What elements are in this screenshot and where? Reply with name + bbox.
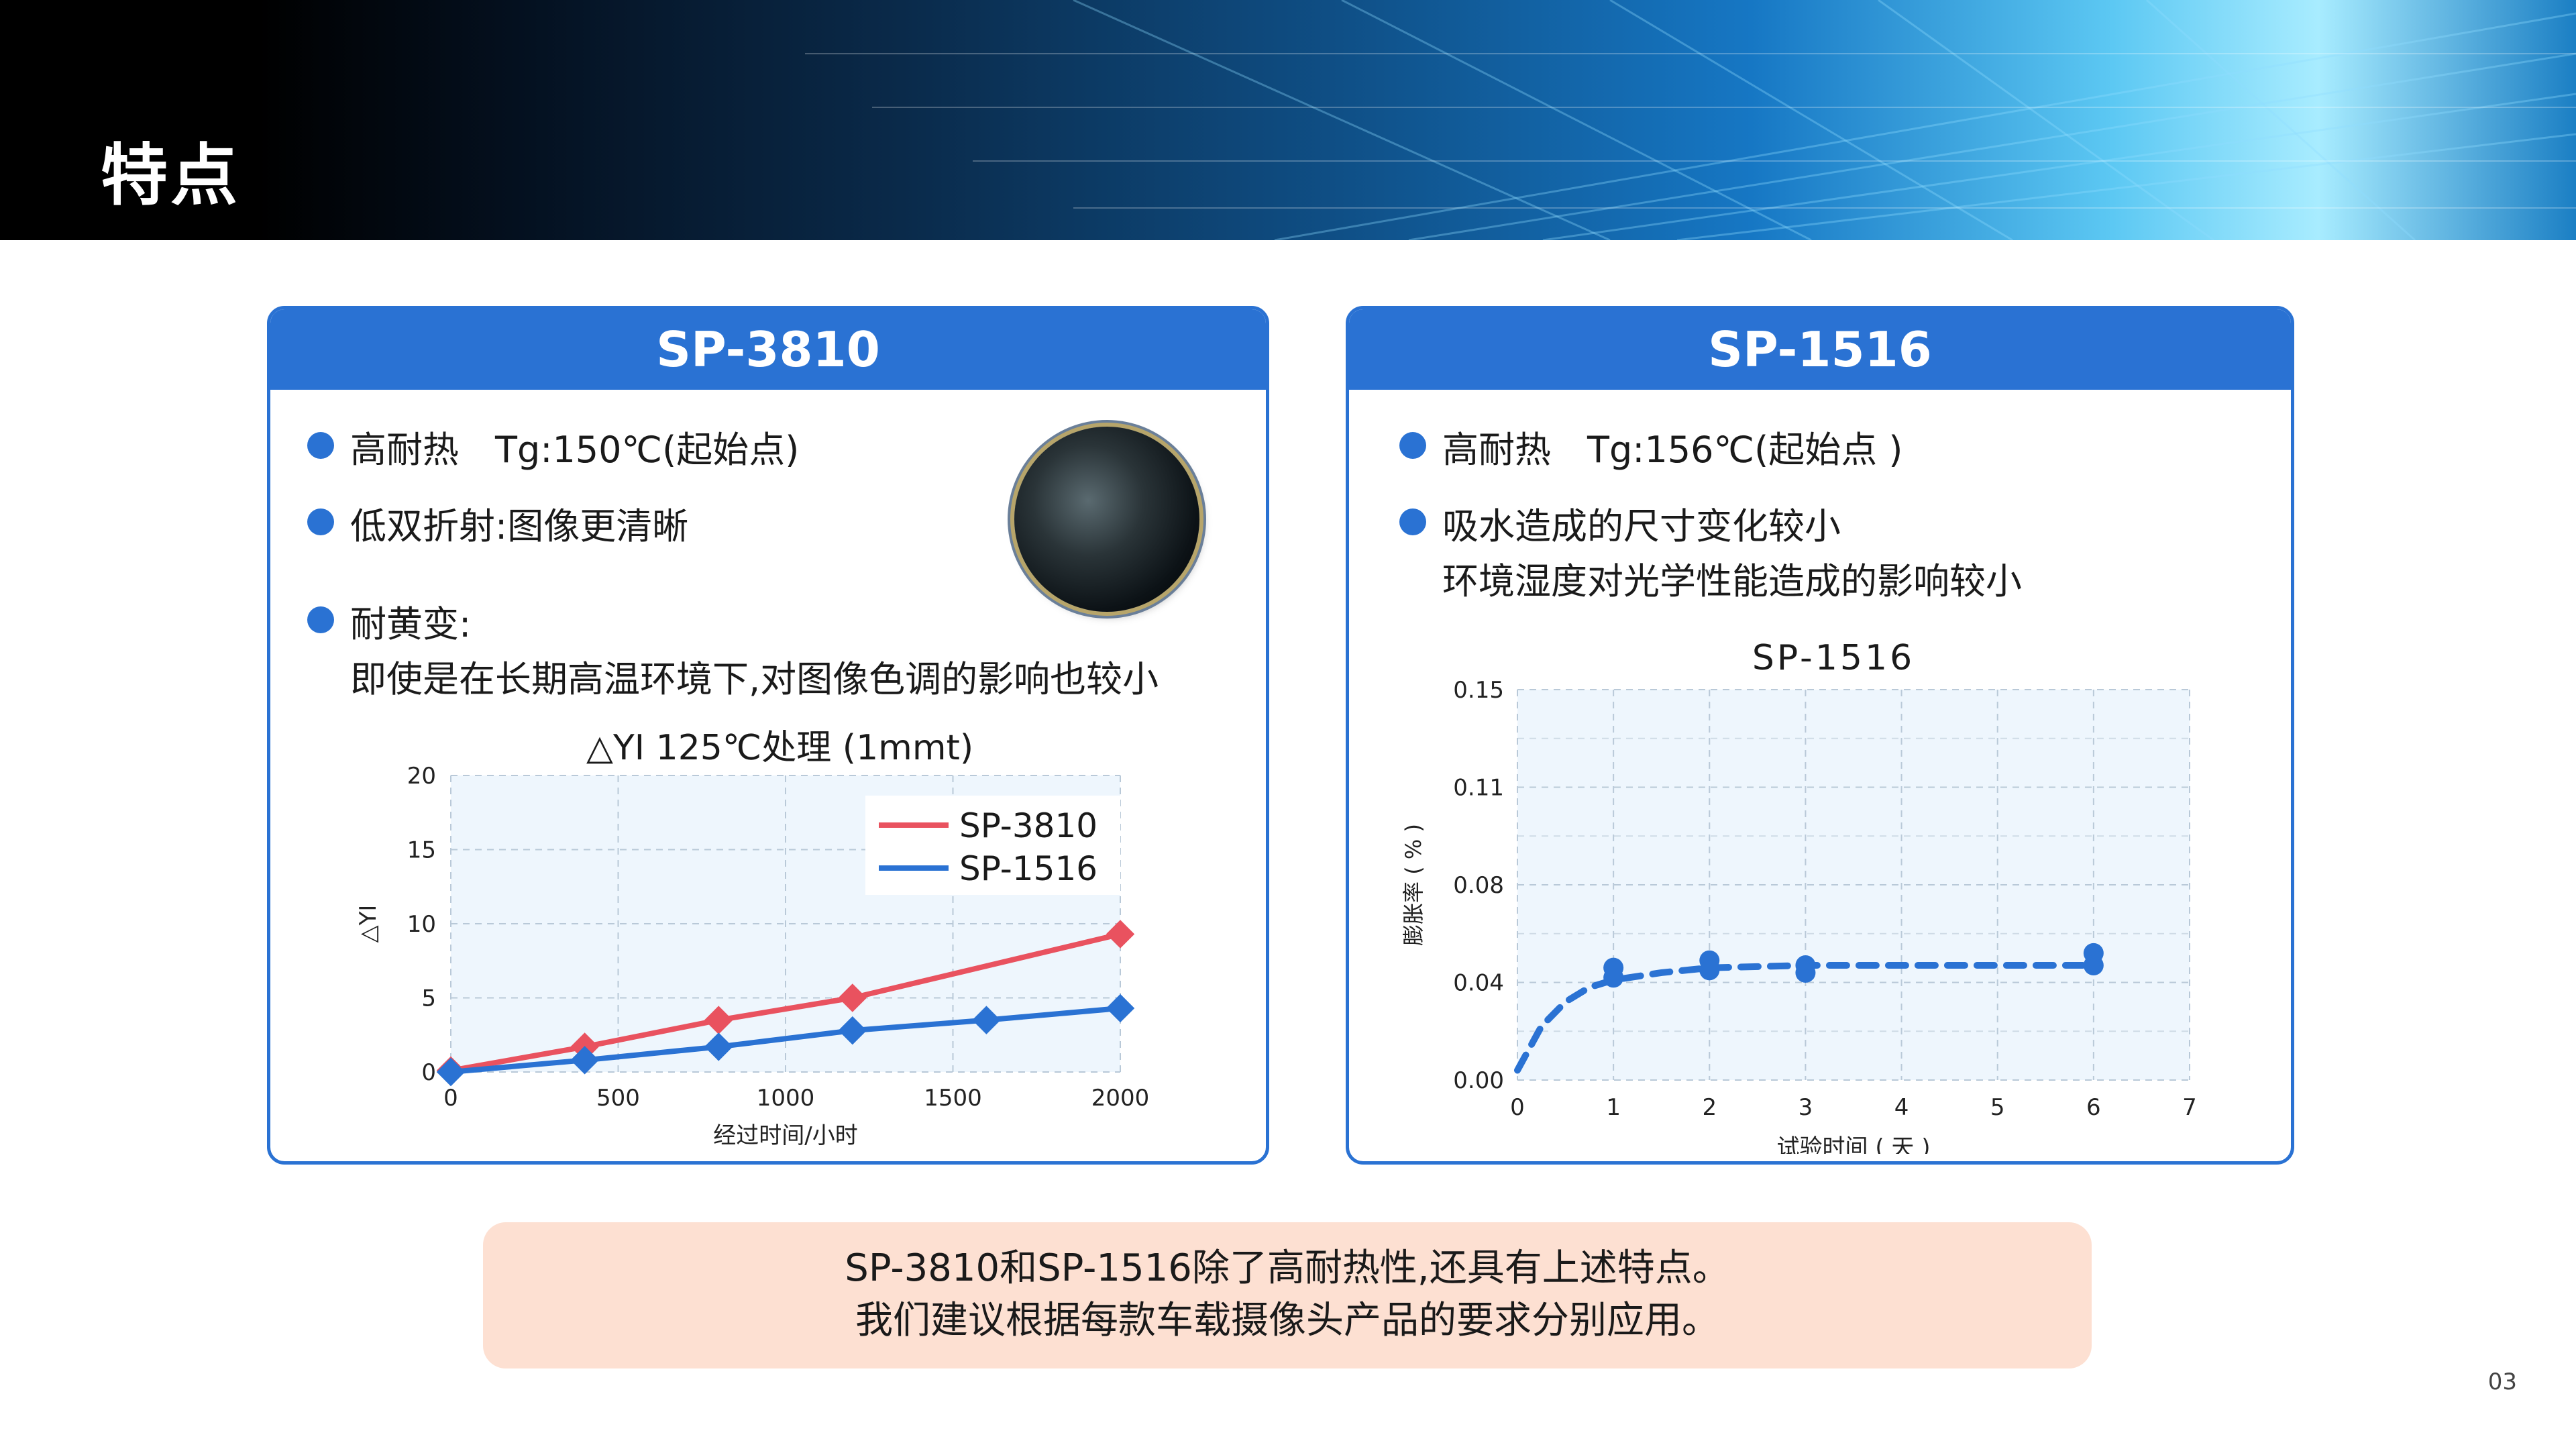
bullet-dot-icon <box>307 508 334 535</box>
bullet-water-absorption: 吸水造成的尺寸变化较小 <box>1399 496 1841 549</box>
data-point <box>2083 955 2104 976</box>
y-tick-label: 0 <box>421 1059 436 1086</box>
lens-photo <box>1014 427 1199 612</box>
summary-line-1: SP-3810和SP-1516除了高耐热性,还具有上述特点。 <box>845 1246 1730 1290</box>
header-banner: 特点 <box>0 0 2576 240</box>
page-title: 特点 <box>101 136 240 215</box>
y-tick-label: 0.00 <box>1453 1067 1504 1094</box>
y-axis-label: 膨胀率 ( % ) <box>1401 824 1426 946</box>
bullet-heat-resistance: 高耐热 Tg:150℃(起始点) <box>307 420 800 473</box>
summary-note: SP-3810和SP-1516除了高耐热性,还具有上述特点。 我们建议根据每款车… <box>483 1222 2092 1368</box>
legend-box <box>865 796 1120 895</box>
x-tick-label: 0 <box>1510 1094 1525 1121</box>
x-tick-label: 2 <box>1702 1094 1717 1121</box>
y-tick-label: 0.04 <box>1453 970 1504 997</box>
y-tick-label: 0.15 <box>1453 677 1504 704</box>
x-tick-label: 7 <box>2182 1094 2197 1121</box>
bullet-low-birefringence: 低双折射:图像更清晰 <box>307 496 689 549</box>
x-tick-label: 2000 <box>1091 1085 1150 1112</box>
chart-title-sp-1516: SP-1516 <box>1752 638 1915 678</box>
data-marker <box>838 1016 867 1045</box>
chart-expansion: SP-1516 0.00 0.04 0.08 0.11 0.15 0 1 2 3 4 5 6 7 试验时间 … <box>1401 638 2197 1154</box>
data-point <box>1603 967 1624 988</box>
y-tick-label: 15 <box>407 837 436 864</box>
y-axis-label: △YI <box>355 905 382 943</box>
x-axis-label: 经过时间/小时 <box>713 1122 857 1149</box>
bullet-dot-icon <box>307 606 334 633</box>
page-number: 03 <box>2487 1368 2517 1395</box>
chart-title-yi: △YI 125℃处理 (1mmt) <box>586 728 974 768</box>
summary-line-2: 我们建议根据每款车载摄像头产品的要求分别应用。 <box>855 1299 1719 1342</box>
data-point <box>1699 960 1720 981</box>
bullet-text: 高耐热 Tg:150℃(起始点) <box>350 429 800 471</box>
x-tick-label: 500 <box>596 1085 640 1112</box>
bullet-water-detail: 环境湿度对光学性能造成的影响较小 <box>1442 560 2022 602</box>
panel-title-sp-3810: SP-3810 <box>270 309 1266 390</box>
bullet-text: 高耐热 Tg:156℃(起始点 ) <box>1442 429 1903 471</box>
bullet-text: 低双折射:图像更清晰 <box>350 505 689 547</box>
x-tick-label: 6 <box>2086 1094 2101 1121</box>
chart-yi: 0 5 10 15 20 0 500 1000 1500 2000 经过时间/小时 △YI SP-381… <box>355 763 1150 1149</box>
panel-title-sp-1516: SP-1516 <box>1349 309 2291 390</box>
bullet-dot-icon <box>307 432 334 459</box>
data-point <box>1795 962 1816 983</box>
x-axis-label: 试验时间 ( 天 ) <box>1777 1134 1931 1154</box>
legend-label: SP-1516 <box>959 849 1097 888</box>
y-tick-label: 0.08 <box>1453 872 1504 899</box>
y-tick-label: 10 <box>407 911 436 938</box>
legend-label: SP-3810 <box>959 806 1097 845</box>
series-line-SP-1516 <box>450 1005 1121 1075</box>
data-marker <box>838 983 867 1012</box>
y-tick-label: 20 <box>407 763 436 790</box>
x-tick-label: 1000 <box>757 1085 815 1112</box>
y-tick-label: 5 <box>421 985 436 1012</box>
x-tick-label: 4 <box>1894 1094 1909 1121</box>
bullet-heat-resistance-2: 高耐热 Tg:156℃(起始点 ) <box>1399 420 1903 473</box>
data-marker <box>436 1057 466 1087</box>
y-tick-label: 0.11 <box>1453 775 1504 802</box>
bullet-text: 吸水造成的尺寸变化较小 <box>1442 505 1841 547</box>
x-tick-label: 5 <box>1990 1094 2005 1121</box>
bullet-yellowing-detail: 即使是在长期高温环境下,对图像色调的影响也较小 <box>350 658 1159 700</box>
x-tick-label: 1500 <box>924 1085 982 1112</box>
trend-line <box>1514 962 2097 1074</box>
bullet-dot-icon <box>1399 432 1426 459</box>
x-tick-label: 1 <box>1606 1094 1621 1121</box>
x-tick-label: 3 <box>1799 1094 1813 1121</box>
header-decoration <box>805 0 2576 240</box>
bullet-yellowing-resistance: 耐黄变: <box>307 594 472 647</box>
x-tick-label: 0 <box>443 1085 458 1112</box>
bullet-dot-icon <box>1399 508 1426 535</box>
bullet-text: 耐黄变: <box>350 603 472 645</box>
